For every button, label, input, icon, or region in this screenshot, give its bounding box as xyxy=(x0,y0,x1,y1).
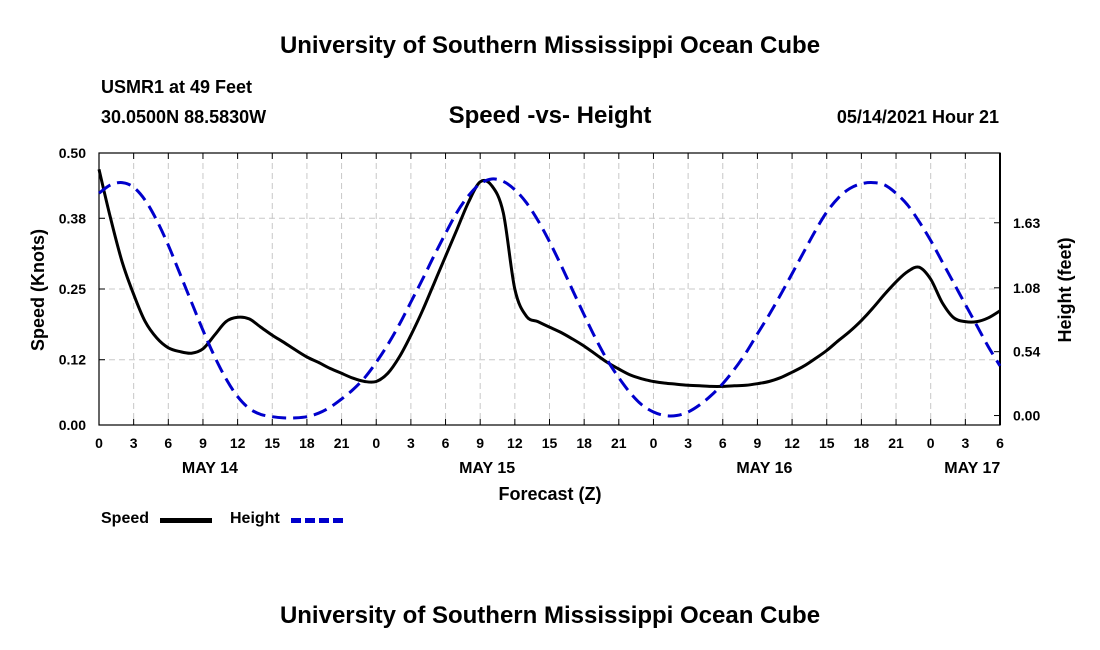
x-tick-label: 9 xyxy=(199,435,207,451)
x-tick-label: 21 xyxy=(611,435,627,451)
station-label: USMR1 at 49 Feet xyxy=(101,77,253,97)
x-tick-label: 3 xyxy=(961,435,969,451)
chart-subtitle: Speed -vs- Height xyxy=(448,102,652,129)
x-tick-label: 3 xyxy=(684,435,692,451)
date-label: MAY 16 xyxy=(736,460,792,477)
y-tick-label: 0.12 xyxy=(59,352,86,368)
grid-lines xyxy=(99,153,1000,425)
x-tick-label: 12 xyxy=(230,435,246,451)
legend-speed-swatch xyxy=(160,518,212,523)
x-tick-label: 21 xyxy=(888,435,904,451)
x-tick-label: 0 xyxy=(95,435,103,451)
x-tick-label: 6 xyxy=(996,435,1004,451)
page-title: University of Southern Mississippi Ocean… xyxy=(279,32,821,59)
y-axis-label-left: Speed (Knots) xyxy=(28,229,48,351)
x-tick-label: 12 xyxy=(784,435,800,451)
y-right-tick-label: 1.63 xyxy=(1013,215,1040,231)
x-tick-label: 18 xyxy=(299,435,315,451)
x-tick-label: 9 xyxy=(754,435,762,451)
date-label: MAY 15 xyxy=(459,460,515,477)
y-tick-label: 0.00 xyxy=(59,417,86,433)
y-axis-label-right: Height (feet) xyxy=(1055,238,1075,343)
y-right-tick-label: 0.00 xyxy=(1013,408,1040,424)
x-tick-label: 3 xyxy=(130,435,138,451)
legend-speed-label: Speed xyxy=(101,510,150,527)
axes xyxy=(98,152,1001,426)
y-tick-label: 0.25 xyxy=(59,281,86,297)
x-tick-label: 0 xyxy=(372,435,380,451)
tick-labels: 0 3 6 9 12 15 18 21 0 3 6 9 12 15 18 21 0 3 6 9 12 15 18 21 0 3 6M… xyxy=(59,145,1041,477)
y-right-tick-label: 1.08 xyxy=(1013,280,1040,296)
x-tick-label: 6 xyxy=(442,435,450,451)
x-tick-label: 21 xyxy=(334,435,350,451)
date-label: MAY 14 xyxy=(182,460,238,477)
station-coords: 30.0500N 88.5830W xyxy=(101,107,267,127)
x-tick-label: 3 xyxy=(407,435,415,451)
x-tick-label: 0 xyxy=(927,435,935,451)
x-axis-label: Forecast (Z) xyxy=(498,484,601,504)
x-tick-label: 6 xyxy=(164,435,172,451)
x-tick-label: 15 xyxy=(264,435,280,451)
x-tick-label: 18 xyxy=(854,435,870,451)
page-footer-title: University of Southern Mississippi Ocean… xyxy=(279,602,821,629)
legend-height-swatch xyxy=(291,518,343,523)
series-lines xyxy=(97,168,1002,420)
y-right-tick-label: 0.54 xyxy=(1013,344,1040,360)
x-tick-label: 6 xyxy=(719,435,727,451)
y-tick-label: 0.50 xyxy=(59,145,86,161)
x-tick-label: 15 xyxy=(819,435,835,451)
x-tick-label: 9 xyxy=(476,435,484,451)
date-label: MAY 17 xyxy=(944,460,1000,477)
series-line-height xyxy=(98,177,1002,420)
x-tick-label: 0 xyxy=(650,435,658,451)
series-line-speed xyxy=(97,168,1001,388)
y-tick-label: 0.38 xyxy=(59,210,86,226)
legend-height-label: Height xyxy=(230,510,280,527)
x-tick-label: 12 xyxy=(507,435,523,451)
forecast-timestamp: 05/14/2021 Hour 21 xyxy=(836,107,999,127)
x-tick-label: 15 xyxy=(542,435,558,451)
x-tick-label: 18 xyxy=(576,435,592,451)
